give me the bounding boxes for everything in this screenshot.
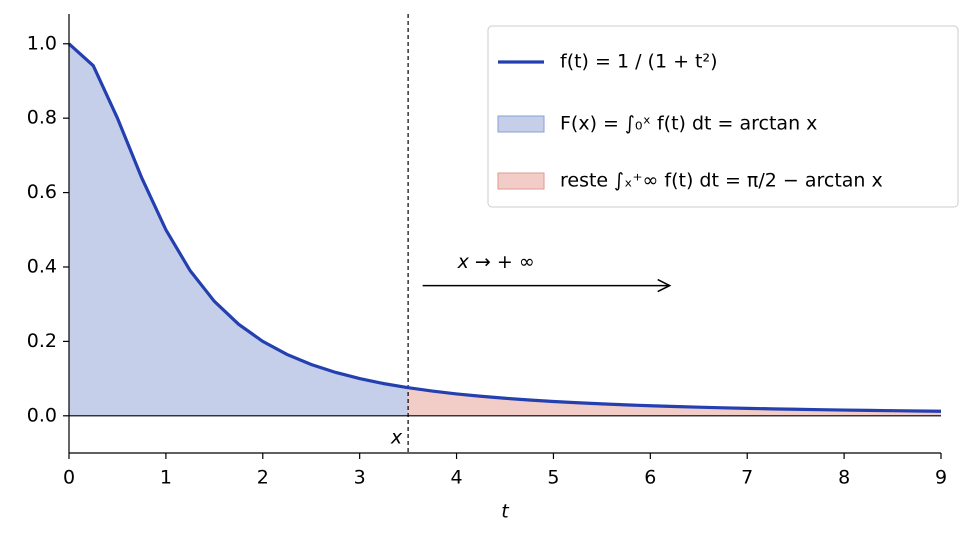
- arrow-head: [657, 278, 672, 293]
- x-tick-label: 6: [644, 467, 656, 489]
- line: [67, 42, 942, 413]
- y-tick-label: 0.6: [27, 181, 57, 203]
- x-tick-label: 3: [354, 467, 366, 489]
- x-tick-label: 9: [935, 467, 947, 489]
- legend-label: reste ∫ₓ⁺∞ f(t) dt = π/2 − arctan x: [560, 170, 883, 192]
- x-marker-label: x: [390, 427, 403, 449]
- y-tick-label: 0.2: [27, 330, 57, 352]
- legend-box: [487, 25, 959, 208]
- x-axis-label: t: [501, 501, 510, 523]
- x-tick-label: 1: [160, 467, 172, 489]
- legend-label: F(x) = ∫₀ˣ f(t) dt = arctan x: [560, 113, 817, 135]
- x-tick-label: 7: [741, 467, 753, 489]
- y-tick-label: 0.8: [27, 107, 57, 129]
- y-tick-label: 1.0: [27, 32, 57, 54]
- x-tick-label: 2: [257, 467, 269, 489]
- y-tick-label: 0.4: [27, 255, 57, 277]
- x-tick-label: 4: [451, 467, 463, 489]
- legend-swatch: [497, 172, 545, 190]
- y-tick-label: 0.0: [27, 404, 57, 426]
- legend: f(t) = 1 / (1 + t²) F(x) = ∫₀ˣ f(t) dt = …: [487, 25, 959, 208]
- annotation-text: x → + ∞: [457, 251, 535, 273]
- x-tick-label: 0: [63, 467, 75, 489]
- legend-swatch: [497, 115, 545, 133]
- area-fill: [69, 43, 409, 416]
- area-fill: [408, 387, 942, 416]
- x-tick-label: 5: [547, 467, 559, 489]
- legend-label: f(t) = 1 / (1 + t²): [560, 51, 718, 73]
- x-tick-label: 8: [838, 467, 850, 489]
